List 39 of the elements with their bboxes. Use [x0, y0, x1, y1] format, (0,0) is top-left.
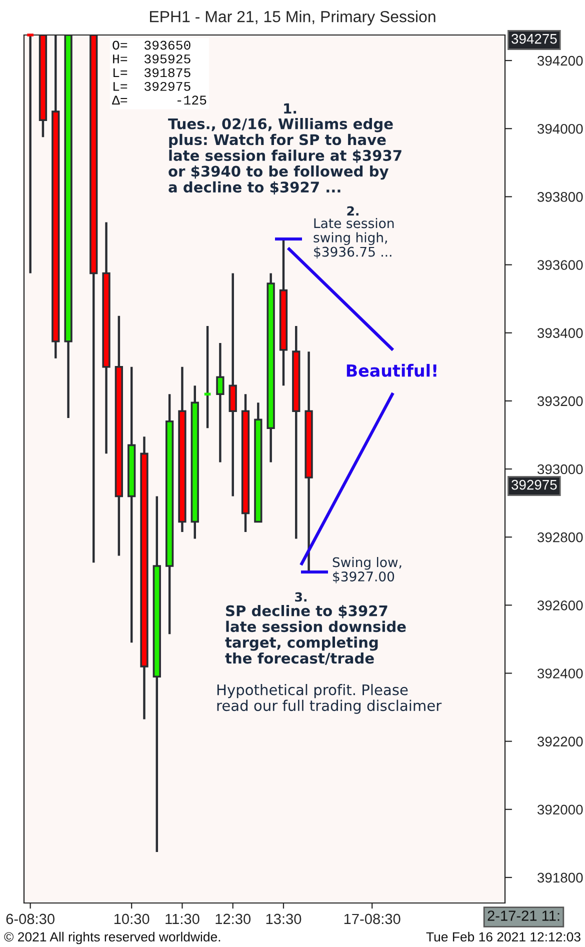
y-tick-label: 392200 — [537, 736, 583, 746]
y-tick-label: 394200 — [537, 56, 583, 66]
y-tick-label: 393400 — [537, 328, 583, 338]
annotation: Swing low, $3927.00 — [332, 557, 402, 584]
candlestick — [202, 324, 212, 430]
y-tick-label: 392600 — [537, 600, 583, 610]
y-tick-label: 393600 — [537, 260, 583, 270]
candlestick — [216, 342, 224, 464]
candlestick — [228, 272, 237, 498]
annotation: 1. — [284, 103, 296, 114]
annotation: SP decline to $3927 late session downside target, completing the forecast/trade — [225, 605, 406, 665]
x-tick-label: 11:30 — [166, 914, 200, 924]
y-tick-label: 393800 — [537, 192, 583, 202]
annotation: Tues., 02/16, Williams edge plus: Watch for SP to have late session failure at $3937 or $3940 to be followed by a decline to $3927 ... — [168, 118, 402, 195]
annotation: O= 393650 H= 395925 L= 391875 L= 392975 Δ= -125 — [112, 40, 206, 105]
candlestick — [26, 34, 35, 274]
y-tick-label: 392800 — [537, 532, 583, 542]
chart-title: EPH1 - Mar 21, 15 Min, Primary Session — [150, 10, 436, 26]
x-tick-label: 6-08:30 — [6, 914, 54, 924]
text: 2-17-21 11: — [488, 910, 560, 921]
x-tick-label: 10:30 — [114, 914, 150, 924]
x-tick-label: 17-08:30 — [344, 914, 400, 924]
annotation: 2. — [347, 206, 358, 216]
text: 394275 — [512, 34, 557, 44]
annotation: Beautiful! — [346, 364, 436, 377]
annotation: Hypothetical profit. Please read our full trading disclaimer — [217, 684, 442, 714]
text: © 2021 All rights reserved worldwide. — [4, 932, 220, 944]
y-tick-label: 393200 — [537, 396, 583, 406]
y-tick-label: 393000 — [537, 464, 583, 474]
y-tick-label: 392000 — [537, 804, 583, 815]
y-tick-label: 392400 — [537, 668, 583, 678]
y-tick-label: 394000 — [537, 124, 583, 134]
x-tick-label: 12:30 — [216, 914, 251, 924]
annotation: 3. — [295, 592, 306, 602]
text: 392975 — [512, 480, 557, 490]
y-tick-label: 391800 — [537, 872, 583, 883]
x-tick-label: 13:30 — [266, 914, 302, 924]
annotation: Late session swing high, $3936.75 ... — [314, 218, 394, 259]
text: Tue Feb 16 2021 12:12:03 — [426, 932, 580, 942]
